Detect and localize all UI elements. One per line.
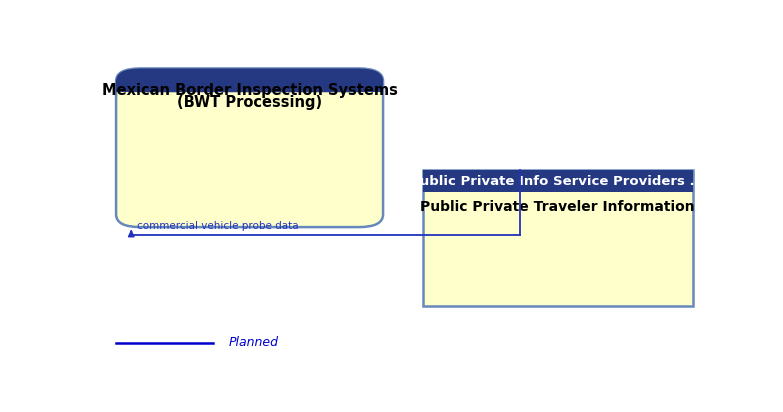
- FancyBboxPatch shape: [116, 68, 383, 92]
- Text: Public Private Info Service Providers ...: Public Private Info Service Providers ..…: [410, 175, 705, 188]
- Text: Public Private Traveler Information: Public Private Traveler Information: [420, 200, 695, 214]
- Bar: [423, 170, 693, 192]
- Text: (BWT Processing): (BWT Processing): [177, 95, 322, 110]
- Bar: [423, 170, 693, 307]
- Text: Mexican Border Inspection Systems: Mexican Border Inspection Systems: [102, 83, 398, 98]
- Text: commercial vehicle probe data: commercial vehicle probe data: [137, 221, 299, 231]
- Bar: [116, 80, 383, 92]
- Text: Planned: Planned: [229, 336, 278, 349]
- FancyBboxPatch shape: [116, 68, 383, 227]
